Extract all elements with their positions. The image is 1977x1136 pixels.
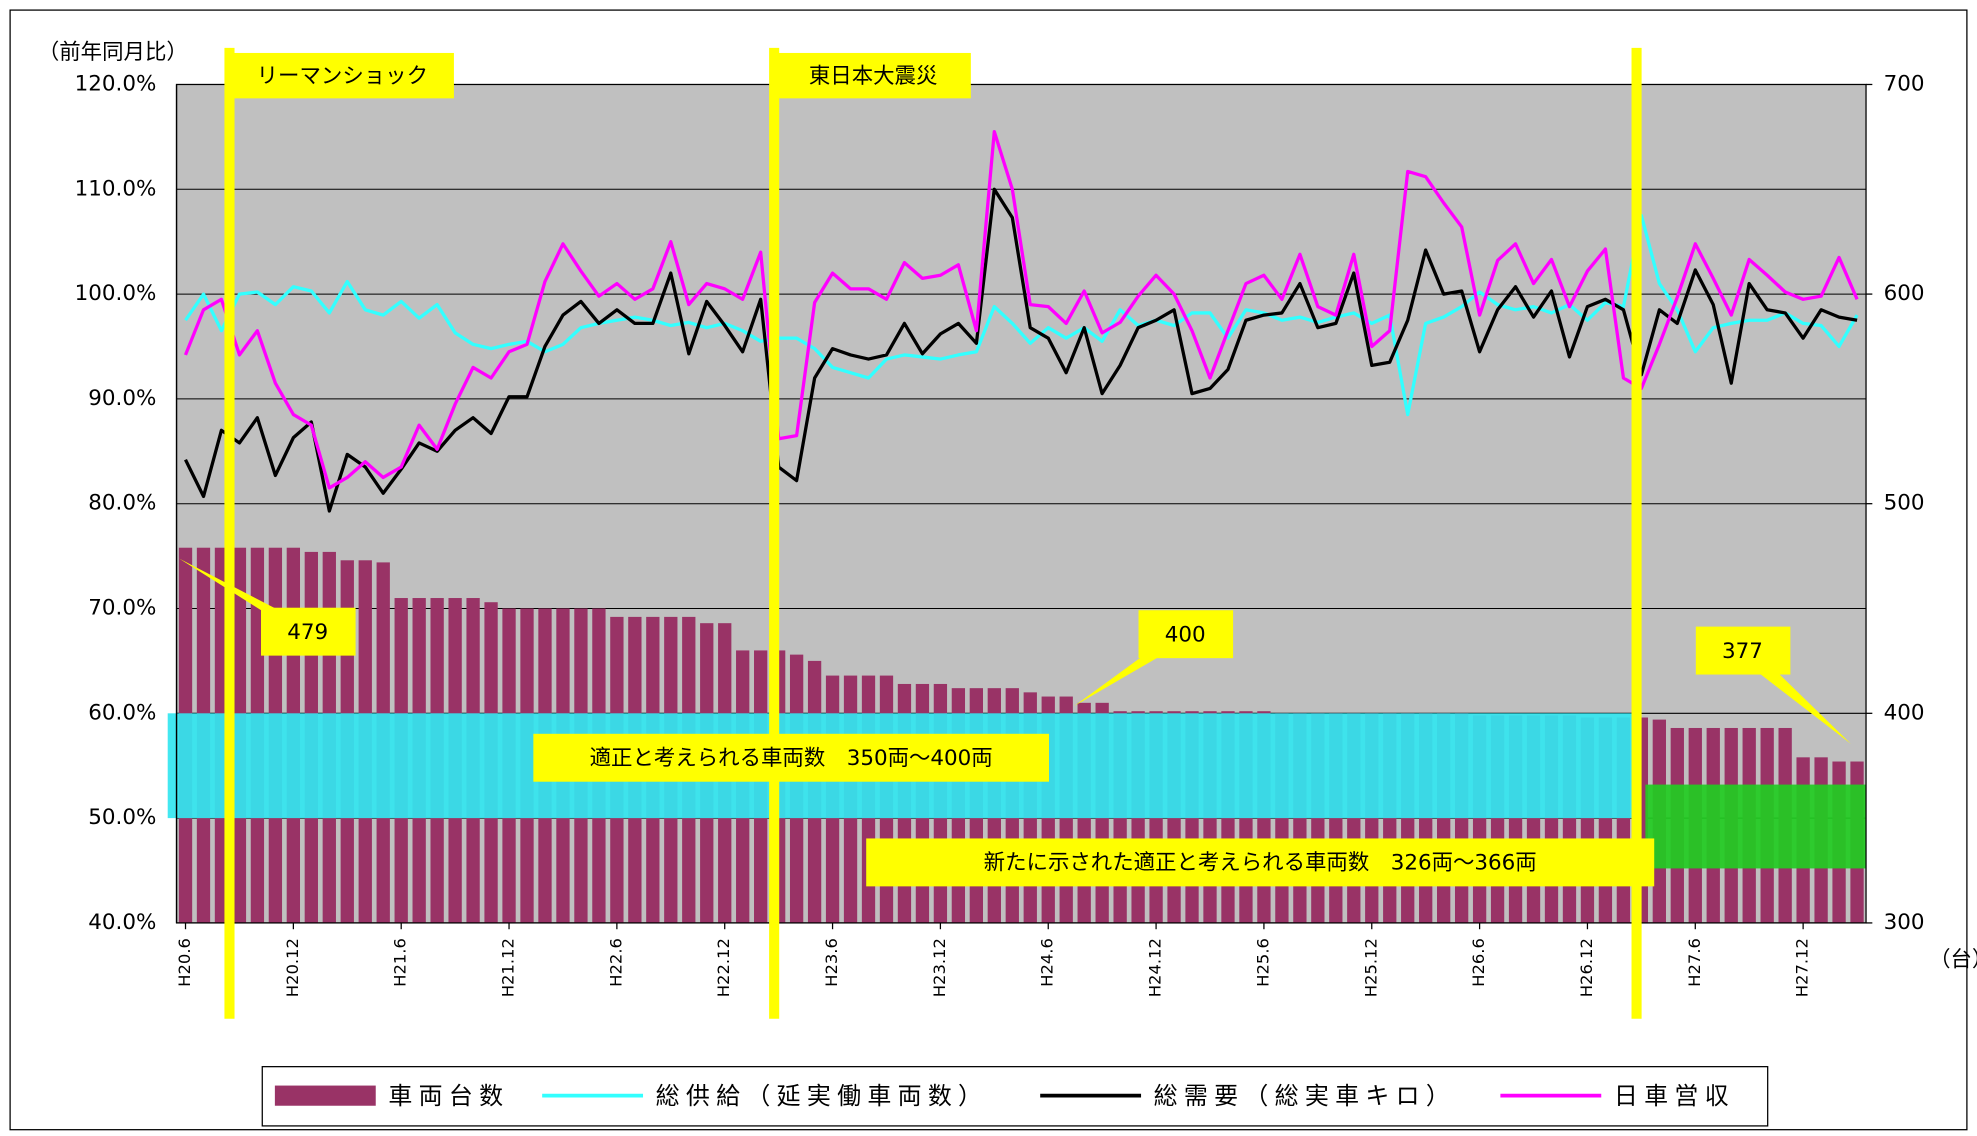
y2-axis-label: （台） <box>1929 948 1977 973</box>
legend-label: 総需要（総実車キロ） <box>1154 1082 1456 1110</box>
x-tick-label: H26.12 <box>1577 938 1596 997</box>
plot-frame <box>175 83 1867 924</box>
x-tick-label: H21.6 <box>391 938 410 987</box>
y-tick-label: 40.0% <box>88 910 156 935</box>
y-axis-label: （前年同月比） <box>38 40 188 65</box>
x-tick-label: H27.6 <box>1685 938 1704 987</box>
y-tick-label: 120.0% <box>75 71 157 96</box>
legend-label: 日車営収 <box>1614 1082 1735 1110</box>
callout-box <box>261 607 356 656</box>
legend-label: 車両台数 <box>388 1082 509 1110</box>
y-tick-label: 90.0% <box>88 386 156 411</box>
band <box>1645 784 1867 869</box>
y-tick-label: 50.0% <box>88 805 156 830</box>
legend-box <box>261 1066 1769 1127</box>
legend-swatch <box>274 1085 376 1106</box>
y2-tick-label: 400 <box>1884 700 1925 725</box>
y2-tick-label: 700 <box>1884 71 1925 96</box>
band-label-box <box>866 838 1655 887</box>
x-tick-label: H21.12 <box>499 938 518 997</box>
y2-tick-label: 500 <box>1884 491 1925 516</box>
event-label: リーマンショック <box>257 64 428 89</box>
x-tick-label: H26.6 <box>1469 938 1488 987</box>
x-tick-label: H25.12 <box>1361 938 1380 997</box>
x-tick-label: H27.12 <box>1793 938 1812 997</box>
callout-label: 377 <box>1722 639 1763 664</box>
event-label-box <box>775 52 971 99</box>
x-tick-label: H25.6 <box>1253 938 1272 987</box>
line-series <box>184 213 1859 417</box>
callout-label: 400 <box>1165 622 1206 647</box>
x-tick-label: H20.6 <box>175 938 194 987</box>
y-tick-label: 110.0% <box>75 176 157 201</box>
x-tick-label: H23.6 <box>822 938 841 987</box>
callout-box <box>1695 626 1791 675</box>
x-tick-label: H20.12 <box>283 938 302 997</box>
band-label-box <box>533 733 1050 782</box>
x-tick-label: H22.6 <box>606 938 625 987</box>
band-label: 新たに示された適正と考えられる車両数 326両～366両 <box>984 851 1537 876</box>
line-series <box>184 187 1858 513</box>
y-tick-label: 100.0% <box>75 281 157 306</box>
event-label: 東日本大震災 <box>809 64 938 89</box>
y2-tick-label: 600 <box>1884 281 1925 306</box>
event-label-box <box>230 52 454 99</box>
y-tick-label: 60.0% <box>88 700 156 725</box>
legend-label: 総供給（延実働車両数） <box>656 1082 989 1110</box>
band-label: 適正と考えられる車両数 350両～400両 <box>590 746 993 771</box>
x-tick-label: H24.6 <box>1038 938 1057 987</box>
callout-box <box>1138 610 1234 659</box>
y-tick-label: 80.0% <box>88 491 156 516</box>
callout-label: 479 <box>287 620 328 645</box>
y2-tick-label: 300 <box>1884 910 1925 935</box>
line-series <box>183 129 1859 490</box>
x-tick-label: H24.12 <box>1146 938 1165 997</box>
x-tick-label: H23.12 <box>930 938 949 997</box>
y-tick-label: 70.0% <box>88 596 156 621</box>
x-tick-label: H22.12 <box>714 938 733 997</box>
